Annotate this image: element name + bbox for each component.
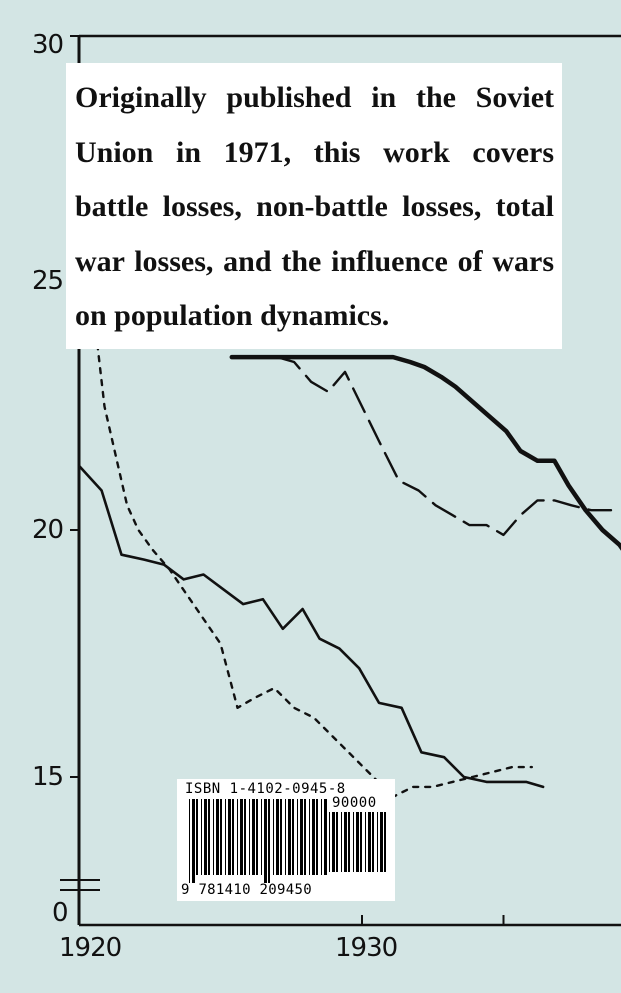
barcode-bar: [256, 799, 258, 875]
barcode-bar: [329, 812, 330, 872]
x-tick-label-1920: 1920: [59, 933, 122, 963]
price-code: 90000: [332, 795, 377, 811]
barcode-bar: [264, 799, 267, 883]
ean-barcode-bars: [189, 799, 327, 883]
barcode-bar: [288, 799, 291, 875]
barcode-bar: [216, 799, 219, 875]
y-tick-label-15: 15: [32, 762, 64, 792]
barcode-bar: [268, 799, 270, 883]
barcode-bar: [232, 799, 234, 875]
series-line-solid-thick: [229, 354, 621, 551]
barcode-bar: [377, 812, 378, 872]
y-tick-label-0: 0: [52, 898, 69, 928]
blurb-text: Originally published in the Soviet Union…: [75, 81, 554, 332]
barcode-bar: [365, 812, 366, 872]
barcode-bar: [252, 799, 255, 875]
barcode-bar: [348, 812, 350, 872]
addon-barcode-bars: [329, 812, 386, 872]
barcode-bar: [225, 799, 226, 875]
barcode-bar: [192, 799, 195, 883]
barcode-bar: [316, 799, 318, 875]
barcode-bar: [276, 799, 279, 875]
y-tick-label-20: 20: [32, 515, 64, 545]
barcode-bar: [237, 799, 238, 875]
y-tick-label-30: 30: [32, 30, 64, 60]
barcode-bar: [249, 799, 250, 875]
barcode-bar: [280, 799, 282, 875]
isbn-number: ISBN 1-4102-0945-8: [185, 781, 346, 797]
barcode-bar: [324, 799, 327, 875]
barcode-bar: [309, 799, 310, 875]
barcode-bar: [360, 812, 362, 872]
barcode-bar: [292, 799, 294, 875]
barcode-bar: [372, 812, 374, 872]
barcode-bar: [300, 799, 303, 875]
barcode-bar: [240, 799, 243, 875]
barcode-bar: [341, 812, 342, 872]
barcode-bar: [380, 812, 383, 872]
blurb-panel: Originally published in the Soviet Union…: [66, 63, 562, 349]
isbn-barcode: ISBN 1-4102-0945-8 90000 9 781410 209450: [177, 779, 395, 901]
ean-digits: 9 781410 209450: [181, 882, 312, 898]
barcode-bar: [297, 799, 298, 875]
barcode-bar: [304, 799, 306, 875]
barcode-bar: [344, 812, 347, 872]
barcode-bar: [273, 799, 274, 875]
barcode-bar: [208, 799, 210, 875]
x-tick-label-1930: 1930: [335, 933, 398, 963]
barcode-bar: [201, 799, 202, 875]
barcode-bar: [336, 812, 338, 872]
barcode-bar: [312, 799, 315, 875]
barcode-bar: [356, 812, 359, 872]
barcode-bar: [285, 799, 286, 875]
barcode-bar: [213, 799, 214, 875]
barcode-bar: [204, 799, 207, 875]
series-line-dashed: [275, 355, 613, 537]
barcode-bar: [384, 812, 386, 872]
series-line-solid-thin: [77, 464, 545, 789]
graph-series: [77, 331, 621, 798]
barcode-bar: [332, 812, 335, 872]
barcode-bar: [321, 799, 322, 875]
barcode-bar: [353, 812, 354, 872]
barcode-bar: [228, 799, 231, 875]
barcode-bar: [244, 799, 246, 875]
y-tick-label-25: 25: [32, 266, 64, 296]
barcode-bar: [368, 812, 371, 872]
series-line-dotted: [94, 331, 533, 798]
barcode-bar: [220, 799, 222, 875]
barcode-bar: [196, 799, 198, 875]
barcode-bar: [189, 799, 190, 883]
barcode-bar: [261, 799, 262, 875]
